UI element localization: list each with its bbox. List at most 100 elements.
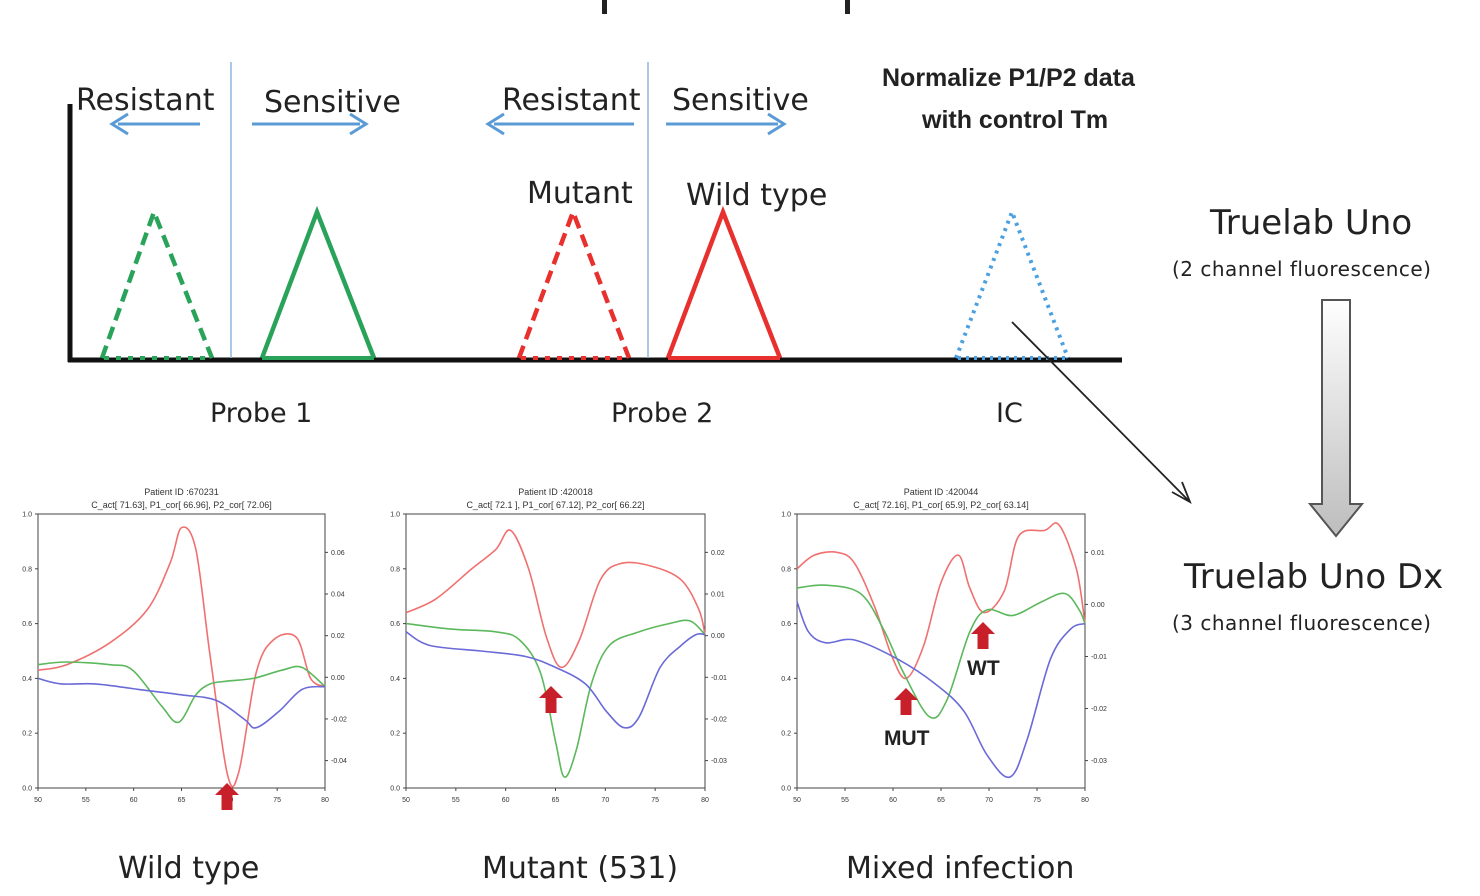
probe2-resistant-label: Resistant [502,83,641,118]
red-channel-curve [405,529,706,669]
plot-frame [405,513,706,789]
melt-plot-3: Patient ID :420044 C_act[ 72.16], P1_cor[… [781,487,1107,886]
wildtype-label: Wild type [686,178,827,213]
device-from-sub: (2 channel fluorescence) [1172,257,1431,281]
x-tick-label: 80 [701,797,709,804]
green-channel-curve [796,584,1086,719]
wildtype-marker-arrow-icon [215,783,239,810]
blue-channel-curve [405,631,706,729]
x-tick-label: 75 [1033,797,1041,804]
probe2-mutant-peak [516,205,632,360]
melt-curve-plots: Patient ID :670231 C_act[ 71.63], P1_cor[… [22,487,1107,886]
right-tick-label: -0.04 [331,758,347,765]
right-tick-label: 0.04 [331,592,345,599]
device-to-sub: (3 channel fluorescence) [1172,611,1431,635]
probe2-sensitive-label: Sensitive [672,83,809,118]
red-channel-curve [796,522,1086,680]
x-tick-label: 50 [34,797,42,804]
right-tick-label: -0.01 [711,675,727,682]
x-tick-label: 60 [130,797,138,804]
left-tick-label: 0.8 [390,566,400,573]
x-tick-label: 65 [178,797,186,804]
red-channel-curve [37,526,326,788]
device-to-name: Truelab Uno Dx [1183,557,1443,597]
blue-channel-curve [796,601,1086,779]
x-tick-label: 55 [452,797,460,804]
right-tick-label: -0.03 [711,758,727,765]
green-channel-curve [37,661,326,724]
right-tick-label: 0.00 [331,675,345,682]
probe2-sensitive-arrow-icon [666,112,787,136]
right-tick-label: -0.02 [331,716,347,723]
plot-caption: Wild type [118,851,259,886]
right-tick-label: 0.01 [711,592,725,599]
green-channel-curve [405,619,706,778]
probe1-axis-label: Probe 1 [210,398,312,429]
plot-tm-values: C_act[ 71.63], P1_cor[ 66.96], P2_cor[ 7… [91,500,272,510]
melt-schematic: Resistant Sensitive Resistant Sensitive … [67,62,1192,505]
x-tick-label: 55 [841,797,849,804]
left-tick-label: 0.6 [390,621,400,628]
right-tick-label: 0.02 [331,633,345,640]
x-tick-label: 60 [889,797,897,804]
probe1-sensitive-label: Sensitive [264,85,401,120]
ic-axis-label: IC [996,398,1023,429]
ic-peak [954,206,1070,360]
mut-marker-label: MUT [884,727,930,750]
melt-plot-1: Patient ID :670231 C_act[ 71.63], P1_cor[… [22,487,347,886]
ic-to-plot-arrow-icon [1011,321,1192,505]
plot-frame [796,513,1086,789]
left-tick-label: 0.0 [781,786,791,793]
x-tick-label: 75 [273,797,281,804]
cropped-title-mark-right [845,0,850,14]
x-tick-label: 50 [793,797,801,804]
probe2-wildtype-peak [665,205,783,360]
device-upgrade-arrow-icon [1307,299,1365,538]
left-tick-label: 1.0 [390,512,400,519]
right-tick-label: -0.03 [1091,758,1107,765]
probe2-axis-label: Probe 2 [611,398,713,429]
right-tick-label: 0.01 [1091,550,1105,557]
probe1-resistant-peak [99,205,215,360]
probe1-sensitive-arrow-icon [252,112,369,136]
plot-patient-id: Patient ID :420018 [518,487,593,497]
right-tick-label: 0.06 [331,550,345,557]
device-upgrade-panel: Truelab Uno (2 channel fluorescence) Tru… [1172,203,1443,635]
device-from-name: Truelab Uno [1209,203,1412,243]
right-tick-label: 0.00 [711,633,725,640]
plot-tm-values: C_act[ 72.16], P1_cor[ 65.9], P2_cor[ 63… [853,500,1029,510]
mut-marker-arrow-icon [894,688,918,715]
left-tick-label: 0.2 [781,731,791,738]
probe2-resistant-arrow-icon [485,112,634,136]
melt-plot-2: Patient ID :420018 C_act[ 72.1 ], P1_cor[… [390,487,727,886]
plot-frame [37,513,326,789]
x-tick-label: 70 [985,797,993,804]
right-tick-label: -0.02 [711,716,727,723]
plot-caption: Mutant (531) [482,851,678,886]
blue-channel-curve [37,677,326,729]
x-tick-label: 80 [1081,797,1089,804]
right-tick-label: 0.02 [711,550,725,557]
x-tick-label: 80 [321,797,329,804]
ic-note-line1: Normalize P1/P2 data [882,64,1136,92]
left-tick-label: 0.2 [22,731,32,738]
left-tick-label: 1.0 [22,512,32,519]
x-tick-label: 75 [651,797,659,804]
wt-marker-arrow-icon [971,622,995,649]
left-tick-label: 0.6 [781,621,791,628]
left-tick-label: 0.0 [390,786,400,793]
left-tick-label: 0.4 [781,676,791,683]
plot-patient-id: Patient ID :670231 [144,487,219,497]
left-tick-label: 0.0 [22,786,32,793]
left-tick-label: 0.8 [781,566,791,573]
cropped-title-mark-left [602,0,607,14]
probe1-resistant-label: Resistant [76,83,215,118]
x-tick-label: 70 [601,797,609,804]
left-tick-label: 0.4 [390,676,400,683]
ic-note-line2: with control Tm [921,106,1108,134]
right-tick-label: -0.02 [1091,706,1107,713]
mutant-label: Mutant [527,176,633,211]
x-tick-label: 65 [937,797,945,804]
x-tick-label: 60 [502,797,510,804]
x-tick-label: 50 [402,797,410,804]
